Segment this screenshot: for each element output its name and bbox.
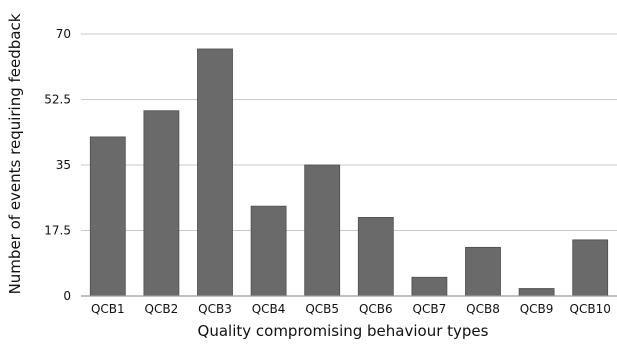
y-tick-label: 0 <box>63 289 71 303</box>
bar-qcb2 <box>143 110 180 297</box>
x-tick-label: QCB7 <box>413 302 447 316</box>
bar-qcb9 <box>518 288 555 297</box>
y-axis-title: Number of events requiring feedback <box>6 13 24 294</box>
x-tick-label: QCB2 <box>145 302 179 316</box>
bar-qcb7 <box>411 276 448 297</box>
bars <box>89 48 609 297</box>
y-tick-label: 52.5 <box>44 93 71 107</box>
x-tick-label: QCB9 <box>520 302 554 316</box>
tick-labels: 0 17.5 35 52.5 70 QCB1 QCB2 QCB3 QCB4 QCB5 QCB6 QCB… <box>44 27 611 316</box>
x-tick-label: QCB1 <box>91 302 125 316</box>
y-tick-label: 17.5 <box>44 224 71 238</box>
bar-qcb4 <box>250 205 287 297</box>
bar-qcb8 <box>465 246 501 297</box>
x-tick-label: QCB8 <box>466 302 500 316</box>
bar-qcb3 <box>197 48 233 297</box>
bar-qcb10 <box>572 239 609 297</box>
x-tick-label: QCB10 <box>570 302 611 316</box>
x-tick-label: QCB4 <box>252 302 286 316</box>
bar-qcb1 <box>89 136 126 297</box>
y-tick-label: 70 <box>56 27 71 41</box>
x-tick-label: QCB5 <box>305 302 339 316</box>
x-tick-label: QCB3 <box>198 302 232 316</box>
x-tick-label: QCB6 <box>359 302 393 316</box>
y-tick-label: 35 <box>56 158 71 172</box>
bar-qcb5 <box>304 164 341 297</box>
bar-qcb6 <box>357 216 394 297</box>
x-axis-title: Quality compromising behaviour types <box>198 322 489 340</box>
